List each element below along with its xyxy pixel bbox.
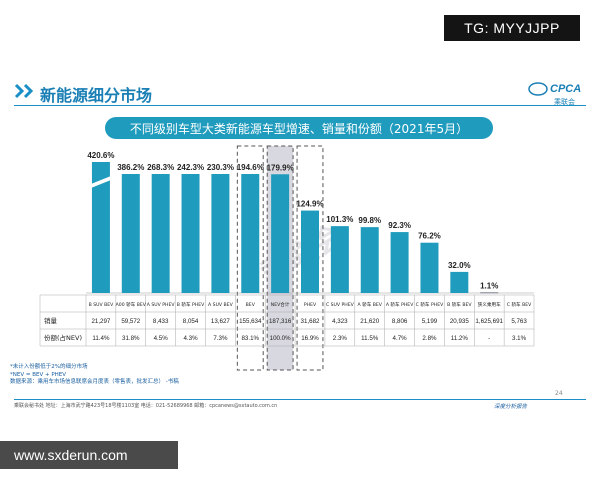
tick-label: A SUV BEV [208, 302, 234, 308]
bar-3 [181, 174, 200, 293]
data-label: 32.0% [448, 261, 471, 270]
highlight-box-nev [266, 145, 294, 371]
cpca-logo-text: CPCA [550, 83, 581, 95]
tick-label: A00 轿车 BEV [116, 301, 147, 308]
bar-5 [241, 174, 260, 293]
tick-label: B SUV BEV [89, 302, 115, 308]
row-label: 销量 [44, 316, 58, 325]
header-divider [14, 105, 586, 106]
sales-cell: 13,627 [211, 318, 230, 325]
footer-contact: 乘联会秘书处 地址：上海市武宁路423号18号楼1103室 电话：021-526… [14, 403, 278, 409]
sales-cell: 187,316 [269, 318, 292, 325]
share-cell: 11.4% [92, 335, 110, 342]
share-cell: 2.8% [422, 335, 437, 342]
bar-4 [211, 174, 230, 293]
share-cell: 4.7% [393, 335, 408, 342]
data-label: 101.3% [326, 215, 353, 224]
bar-6 [271, 174, 290, 293]
share-cell: 4.5% [154, 335, 169, 342]
share-cell: 2.3% [333, 335, 348, 342]
section-title: 新能源细分市场 [40, 86, 153, 105]
data-label: 99.8% [358, 216, 381, 225]
footer-divider [14, 399, 586, 400]
sales-cell: 8,806 [392, 318, 408, 325]
share-cell: 83.1% [241, 335, 259, 342]
bar-9 [360, 227, 379, 293]
sales-cell: 8,433 [153, 318, 169, 325]
sales-cell: 31,682 [301, 318, 320, 325]
data-label: 179.9% [267, 163, 294, 172]
share-cell: 11.2% [451, 335, 469, 342]
sales-cell: 155,634 [239, 318, 262, 325]
cpca-logo-icon: CPCA [528, 82, 581, 96]
site-url-bar: www.sxderun.com [0, 441, 178, 469]
sales-cell: 4,323 [332, 318, 348, 325]
data-label: 230.3% [207, 163, 234, 172]
share-cell: - [488, 335, 490, 342]
tick-label: C 轿车 BEV [507, 301, 532, 308]
cpca-sub: 乘联会 [554, 98, 575, 106]
sales-cell: 8,054 [183, 318, 199, 325]
bar-10 [390, 232, 409, 293]
highlight-box-phev [296, 145, 324, 371]
tick-label: NEV合计 [271, 301, 290, 308]
page-number: 24 [555, 390, 563, 397]
bar-12 [450, 271, 469, 293]
footnotes: *未计入份额低于2%的细分市场 *NEV = BEV + PHEV 数据来源：乘… [10, 364, 179, 387]
tick-label: B 轿车 BEV [447, 301, 472, 308]
bar-2 [151, 174, 170, 293]
highlight-box-bev [236, 145, 264, 371]
footnote-1: *未计入份额低于2%的细分市场 [10, 364, 88, 370]
footnote-source: 数据来源：乘用车市场信息联席会月度表（零售表，批发汇总） -书稿 [10, 379, 179, 385]
sales-cell: 21,297 [91, 318, 110, 325]
data-label: 194.6% [237, 163, 264, 172]
tick-label: BEV [246, 302, 256, 308]
tick-label: 狭义乘用车 [478, 301, 501, 308]
tick-label: C SUV PHEV [326, 302, 355, 308]
share-cell: 16.9% [301, 335, 319, 342]
share-cell: 11.5% [361, 335, 379, 342]
data-label: 92.3% [388, 221, 411, 230]
data-label: 124.9% [296, 200, 323, 209]
footnote-2: *NEV = BEV + PHEV [10, 371, 67, 378]
data-label: 242.3% [177, 163, 204, 172]
data-label: 76.2% [418, 232, 441, 241]
data-label: 268.3% [147, 163, 174, 172]
bar-0 [91, 162, 110, 293]
chart-banner: 不同级别车型大类新能源车型增速、销量和份额（2021年5月） [105, 117, 493, 139]
row-label: 份额(占NEV) [44, 333, 82, 342]
sales-cell: 5,199 [422, 318, 438, 325]
sales-cell: 5,763 [511, 318, 527, 325]
tick-label: A SUV PHEV [147, 302, 176, 308]
sales-cell: 59,572 [121, 318, 140, 325]
bar-13 [480, 292, 499, 294]
chevron-icon [14, 83, 34, 99]
sales-cell: 21,620 [360, 318, 379, 325]
axis-break-mark [90, 176, 111, 188]
data-label: 1.1% [480, 281, 498, 290]
bar-11 [420, 242, 439, 293]
sales-cell: 20,935 [450, 318, 469, 325]
bar-1 [121, 174, 140, 293]
share-cell: 3.1% [512, 335, 527, 342]
bar-8 [330, 226, 349, 293]
tick-label: PHEV [304, 302, 317, 308]
share-cell: 4.3% [183, 335, 198, 342]
share-cell: 100.0% [270, 335, 291, 342]
tg-badge: TG: MYYJJPP [444, 15, 580, 41]
footer-report-label: 深度分析报告 [494, 404, 528, 410]
share-cell: 31.8% [122, 335, 140, 342]
tick-label: A 轿车 BEV [358, 301, 383, 308]
data-label: 420.6% [87, 151, 114, 160]
data-label: 386.2% [117, 163, 144, 172]
bar-7 [301, 210, 319, 293]
share-cell: 7.3% [213, 335, 228, 342]
tick-label: A 轿车 PHEV [386, 301, 414, 308]
tick-label: B 轿车 PHEV [177, 301, 205, 308]
sales-cell: 1,625,691 [475, 318, 503, 325]
tick-label: C 轿车 PHEV [416, 301, 444, 308]
